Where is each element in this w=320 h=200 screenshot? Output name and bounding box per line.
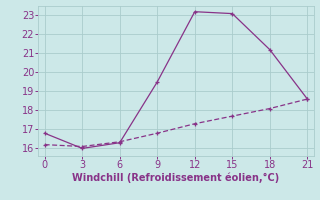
X-axis label: Windchill (Refroidissement éolien,°C): Windchill (Refroidissement éolien,°C) (72, 173, 280, 183)
